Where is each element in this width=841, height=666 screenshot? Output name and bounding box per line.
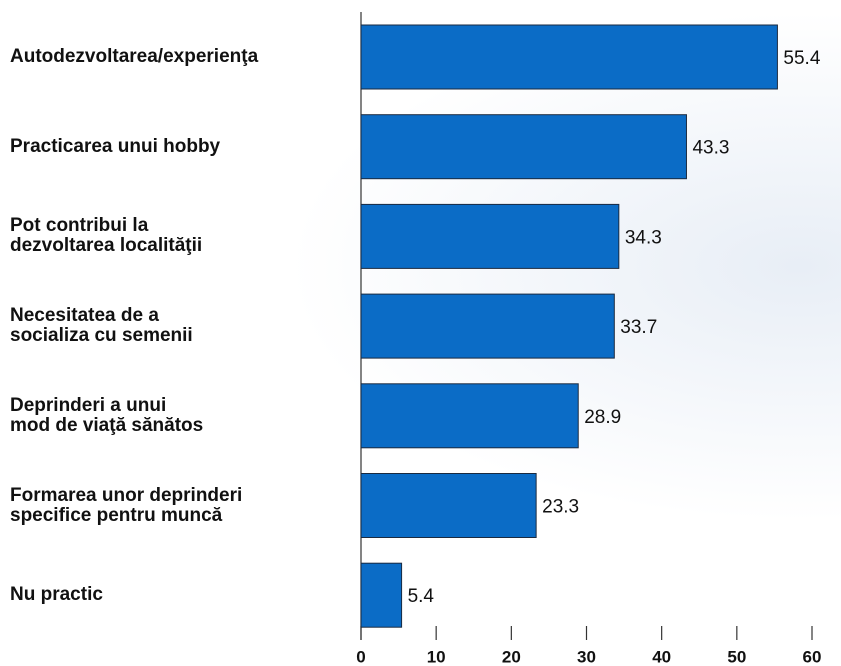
value-label: 23.3 (542, 497, 579, 518)
bar (360, 24, 778, 90)
x-tick-label: 0 (356, 647, 365, 666)
category-label: Necesitatea de a socializa cu semenii (10, 305, 193, 347)
x-tick-label: 40 (652, 647, 671, 666)
x-tick-label: 50 (727, 647, 746, 666)
category-label: Autodezvoltarea/experienţa (10, 46, 259, 67)
category-label: Pot contribui la dezvoltarea localităţii (10, 215, 203, 257)
category-label: Nu practic (10, 584, 103, 606)
bar (360, 562, 403, 628)
value-label: 33.7 (620, 317, 657, 338)
value-label: 34.3 (625, 227, 662, 248)
x-tick-label: 30 (577, 647, 596, 666)
value-label: 5.4 (408, 586, 435, 607)
category-label: Deprinderi a unui mod de viaţă sănătos (10, 394, 204, 436)
bar (360, 293, 615, 359)
bar (360, 473, 537, 538)
x-tick-label: 60 (803, 647, 822, 666)
value-label: 43.3 (692, 138, 729, 159)
bar (360, 383, 579, 449)
bar (360, 203, 620, 269)
bar (360, 114, 687, 180)
value-label: 55.4 (783, 48, 820, 69)
category-label: Practicarea unui hobby (10, 135, 221, 157)
x-tick-label: 10 (427, 647, 446, 666)
value-label: 28.9 (584, 407, 621, 428)
x-tick-label: 20 (502, 647, 521, 666)
category-label: Formarea unor deprinderi specifice pentr… (10, 484, 243, 526)
